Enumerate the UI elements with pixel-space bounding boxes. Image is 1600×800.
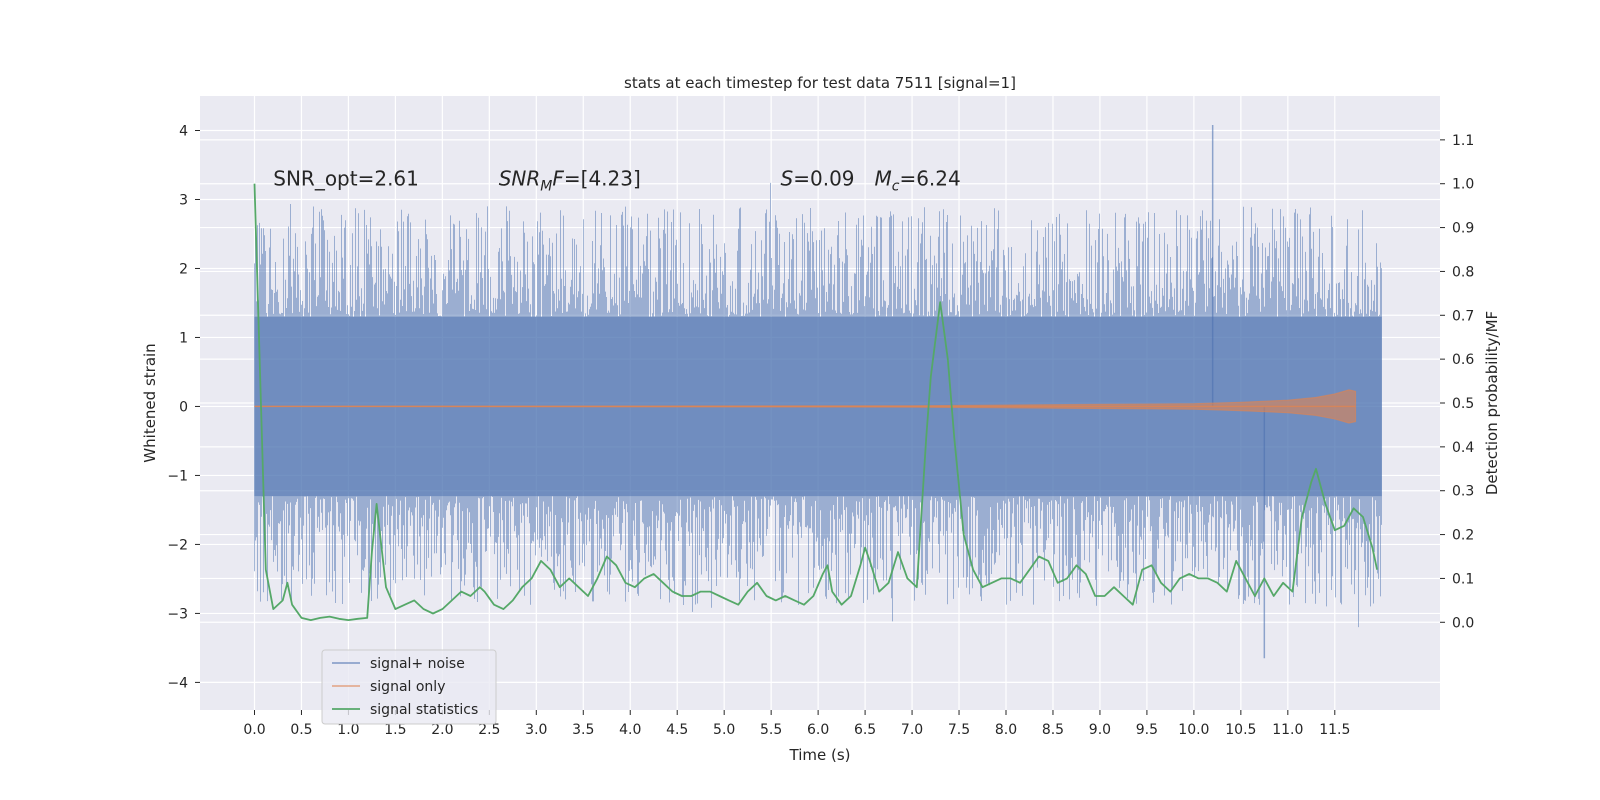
- x-tick-label: 11.5: [1319, 722, 1350, 738]
- x-tick-label: 5.5: [760, 722, 782, 738]
- x-tick-label: 9.5: [1136, 722, 1158, 738]
- y-tick-label: 0: [179, 399, 188, 415]
- legend-label-signal-only: signal only: [370, 679, 445, 695]
- annotation-0: SNR_opt=2.61: [273, 167, 419, 191]
- x-tick-label: 5.0: [713, 722, 735, 738]
- y2-tick-label: 0.7: [1452, 308, 1474, 324]
- x-tick-label: 7.5: [948, 722, 970, 738]
- x-axis-ticks: 0.0 0.5 1.0 1.5 2.0 2.5 3.0 3.5 4.0 4.5 5.0 5.5 6.0 6…: [243, 710, 1350, 738]
- legend: signal+ noise signal only signal statist…: [321, 649, 497, 725]
- annotation-1: SNRMF=[4.23]: [499, 167, 641, 195]
- y2-tick-label: 0.0: [1452, 615, 1474, 631]
- chart-title: stats at each timestep for test data 751…: [624, 74, 1016, 92]
- series-signal-only: [254, 389, 1357, 424]
- x-tick-label: 2.0: [431, 722, 453, 738]
- y-tick-label: 3: [179, 192, 188, 208]
- x-axis-label: Time (s): [789, 746, 851, 764]
- x-tick-label: 10.5: [1225, 722, 1256, 738]
- annotation-3: Mc=6.24: [874, 167, 960, 195]
- signal-statistics-line: [253, 183, 1378, 621]
- y-tick-label: 4: [179, 123, 188, 139]
- y2-tick-label: 0.2: [1452, 528, 1474, 544]
- y-axis-ticks: −4 −3 −2 −1 0 1 2 3 4: [167, 123, 200, 691]
- y2-tick-label: 1.1: [1452, 133, 1474, 149]
- y-tick-label: −1: [167, 468, 188, 484]
- x-tick-label: 7.0: [901, 722, 923, 738]
- y2-tick-label: 0.9: [1452, 221, 1474, 237]
- legend-label-signal-noise: signal+ noise: [370, 656, 465, 672]
- legend-box: [321, 649, 497, 725]
- y2-tick-label: 0.5: [1452, 396, 1474, 412]
- series-signal-statistics: [253, 183, 1378, 621]
- y2-axis-ticks: 0.0 0.1 0.2 0.3 0.4 0.5 0.6 0.7 0.8 0.9 1.0 1.1: [1440, 133, 1474, 631]
- x-tick-label: 1.5: [384, 722, 406, 738]
- x-tick-label: 3.5: [572, 722, 594, 738]
- y2-tick-label: 0.4: [1452, 440, 1474, 456]
- y-tick-label: −3: [167, 606, 188, 622]
- x-tick-label: 9.0: [1089, 722, 1111, 738]
- y2-tick-label: 0.3: [1452, 484, 1474, 500]
- noise-spikes: [254, 182, 1382, 628]
- y-tick-label: 1: [179, 330, 188, 346]
- x-tick-label: 0.5: [290, 722, 312, 738]
- y2-tick-label: 0.6: [1452, 352, 1474, 368]
- y-axis-label: Whitened strain: [141, 343, 159, 462]
- x-tick-label: 2.5: [478, 722, 500, 738]
- x-tick-label: 10.0: [1178, 722, 1209, 738]
- x-tick-label: 4.5: [666, 722, 688, 738]
- y-tick-label: −4: [167, 675, 188, 691]
- x-tick-label: 8.5: [1042, 722, 1064, 738]
- y2-tick-label: 1.0: [1452, 177, 1474, 193]
- x-tick-label: 8.0: [995, 722, 1017, 738]
- x-tick-label: 6.0: [807, 722, 829, 738]
- y2-axis-label: Detection probability/MF: [1483, 311, 1501, 495]
- y2-tick-label: 0.8: [1452, 264, 1474, 280]
- legend-label-signal-statistics: signal statistics: [370, 702, 478, 718]
- x-tick-label: 11.0: [1272, 722, 1303, 738]
- annotation-2: S=0.09: [781, 167, 855, 191]
- y-tick-label: −2: [167, 537, 188, 553]
- y-tick-label: 2: [179, 261, 188, 277]
- x-tick-label: 1.0: [337, 722, 359, 738]
- x-tick-label: 6.5: [854, 722, 876, 738]
- x-tick-label: 0.0: [243, 722, 265, 738]
- x-tick-label: 4.0: [619, 722, 641, 738]
- x-tick-label: 3.0: [525, 722, 547, 738]
- annotations: SNR_opt=2.61 SNRMF=[4.23] S=0.09 Mc=6.24: [273, 167, 960, 195]
- y2-tick-label: 0.1: [1452, 571, 1474, 587]
